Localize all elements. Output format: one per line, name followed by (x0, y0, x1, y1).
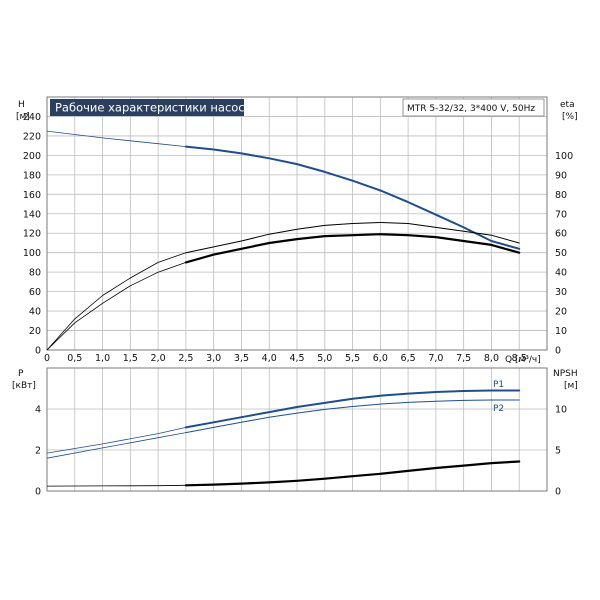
x-tick-label: 5,0 (317, 353, 332, 364)
series-curve-extrapolated (46, 262, 187, 351)
y-right-tick-label: 10 (555, 326, 567, 337)
y-right-tick-label: 80 (555, 190, 567, 201)
x-tick-label: 2,0 (151, 353, 166, 364)
bottom-chart-frame (46, 367, 548, 492)
y-left-tick-label: 120 (23, 229, 41, 240)
top-chart-ticks: 0 20 40 60 80 100 120 140 160 180 200 220 240 0 10 20 30… (23, 112, 573, 364)
y-left-label-top: H (18, 100, 25, 110)
y-right-tick-label: 0 (555, 487, 561, 498)
y-left-tick-label: 60 (29, 287, 41, 298)
y-left-unit-bottom: [кВт] (12, 381, 36, 391)
y-right-tick-label: 70 (555, 209, 567, 220)
y-right-tick-label: 30 (555, 287, 567, 298)
top-chart-panel: 0 20 40 60 80 100 120 140 160 180 200 220 240 0 10 20 30… (16, 96, 578, 365)
y-left-tick-label: 200 (23, 151, 41, 162)
series-curve (185, 399, 520, 434)
series-curve (184, 233, 521, 264)
y-left-tick-label: 160 (23, 190, 41, 201)
bottom-chart-panel: 0 2 4 0 5 10 P [кВт] NPSH [м] P1 P2 (12, 367, 578, 498)
y-left-tick-label: 40 (29, 307, 41, 318)
series-curve (184, 389, 521, 429)
series-curve-extrapolated (46, 427, 186, 454)
y-right-tick-label: 10 (555, 405, 567, 416)
series-curve (184, 145, 521, 250)
y-left-tick-label: 4 (35, 405, 41, 416)
x-tick-label: 6,0 (373, 353, 388, 364)
top-chart-grid (47, 97, 547, 350)
x-tick-label: 0,5 (67, 353, 82, 364)
series-curve-extrapolated (46, 130, 186, 147)
x-tick-label: 4,5 (289, 353, 304, 364)
bottom-chart-curves (46, 389, 521, 487)
x-tick-label: 3,0 (206, 353, 221, 364)
y-right-unit-bottom: [м] (564, 381, 578, 391)
y-left-tick-label: 240 (23, 112, 41, 123)
y-right-tick-label: 50 (555, 248, 567, 259)
y-left-tick-label: 0 (35, 346, 41, 357)
y-left-tick-label: 220 (23, 131, 41, 142)
series-curve-extrapolated (46, 484, 186, 487)
chart-info-box (402, 98, 545, 117)
x-tick-label: 8,0 (484, 353, 499, 364)
y-left-tick-label: 20 (29, 326, 41, 337)
top-chart-curves (46, 130, 521, 351)
y-right-tick-label: 20 (555, 307, 567, 318)
y-left-tick-label: 0 (35, 487, 41, 498)
y-left-tick-label: 180 (23, 170, 41, 181)
x-tick-label: 7,0 (428, 353, 443, 364)
x-tick-label: 0 (44, 353, 50, 364)
chart-title-background (50, 99, 244, 116)
x-axis-label: Q [м³/ч] (505, 355, 541, 365)
y-left-unit-top: [м] (16, 112, 30, 122)
y-right-label-bottom: NPSH (553, 369, 578, 379)
y-left-tick-label: 2 (35, 446, 41, 457)
chart-title: Рабочие характеристики насоса (55, 101, 252, 115)
y-left-label-bottom: P (18, 369, 24, 379)
y-right-tick-label: 5 (555, 446, 561, 457)
y-right-tick-label: 90 (555, 170, 567, 181)
y-right-unit-top: [%] (562, 112, 578, 122)
series-curve-extrapolated (46, 432, 186, 459)
x-tick-label: 1,5 (123, 353, 138, 364)
x-tick-label: 4,0 (262, 353, 277, 364)
x-tick-label: 3,5 (234, 353, 249, 364)
x-tick-label: 2,5 (178, 353, 193, 364)
y-left-tick-label: 100 (23, 248, 41, 259)
top-chart-frame (46, 96, 548, 351)
bottom-chart-ticks: 0 2 4 0 5 10 (35, 405, 567, 498)
x-tick-label: 7,5 (456, 353, 471, 364)
y-right-label-top: eta (560, 100, 575, 110)
bottom-chart-grid (47, 368, 547, 491)
series-curve (185, 222, 520, 254)
x-tick-label: 8,5 (512, 353, 527, 364)
y-left-tick-label: 140 (23, 209, 41, 220)
y-right-tick-label: 100 (555, 151, 573, 162)
series-label-p1: P1 (493, 380, 504, 390)
x-tick-label: 5,5 (345, 353, 360, 364)
chart-info-text: MTR 5-32/32, 3*400 V, 50Hz (407, 104, 535, 114)
series-curve-extrapolated (46, 252, 187, 351)
y-right-tick-label: 60 (555, 229, 567, 240)
x-tick-label: 6,5 (401, 353, 416, 364)
x-tick-label: 1,0 (95, 353, 110, 364)
y-left-tick-label: 80 (29, 268, 41, 279)
y-right-tick-label: 0 (555, 346, 561, 357)
series-curve (184, 460, 521, 487)
series-label-p2: P2 (493, 404, 504, 414)
y-right-tick-label: 40 (555, 268, 567, 279)
